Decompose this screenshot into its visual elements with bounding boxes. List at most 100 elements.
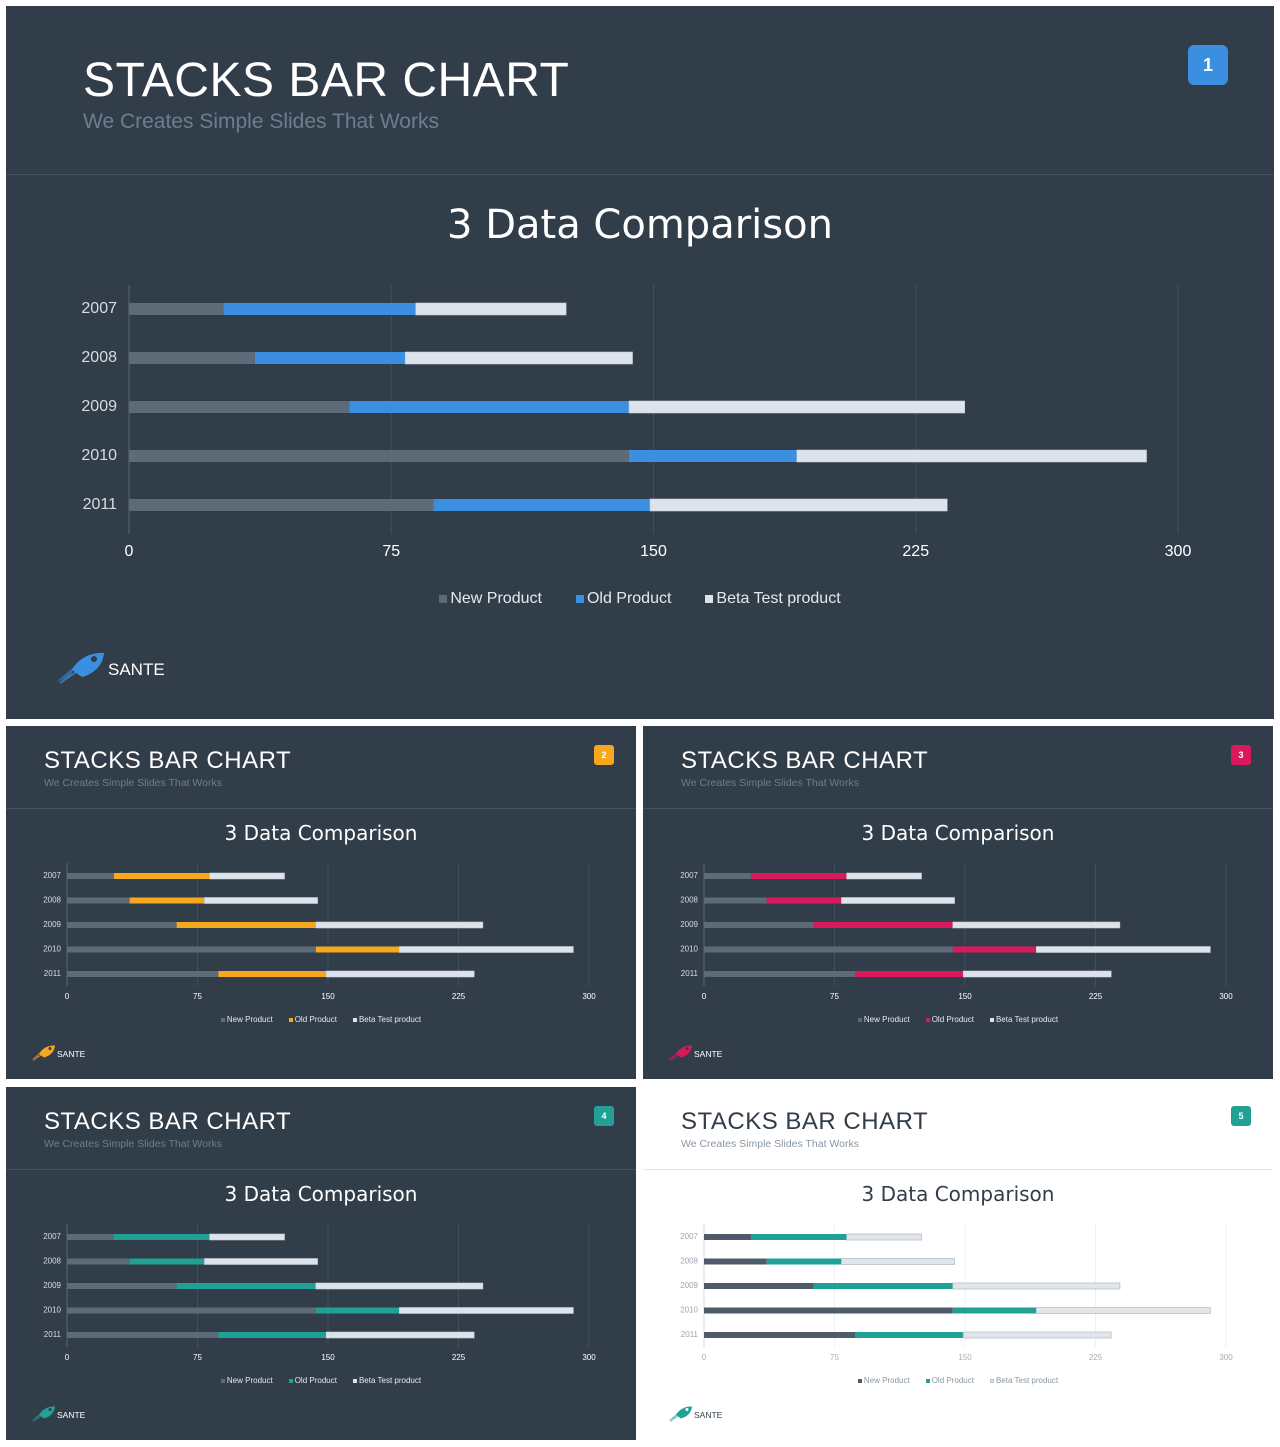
bar-segment-beta-test-product	[415, 302, 567, 316]
bar-segment-old-product	[129, 897, 205, 904]
header-divider	[6, 808, 636, 809]
legend-item-old-product: Old Product	[925, 1376, 974, 1385]
bar-segment-beta-test-product	[1035, 1307, 1211, 1314]
bar-segment-old-product	[855, 1332, 964, 1338]
legend-item-old-product: Old Product	[288, 1376, 337, 1385]
legend-label: Old Product	[586, 590, 672, 607]
stacked-bar-chart: 0 75 150 225 300 2007 2008 2009 2010 2011	[43, 863, 596, 1001]
x-tick-label: 225	[1089, 992, 1103, 1001]
y-category-label: 2011	[681, 1330, 699, 1339]
slide-number-badge: 1	[1188, 45, 1228, 85]
legend-swatch	[220, 1017, 225, 1022]
slide-number-badge: 2	[594, 745, 614, 765]
legend-item-new-product: New Product	[220, 1376, 273, 1385]
bar-segment-new-product	[704, 1332, 856, 1338]
y-category-label: 2011	[681, 969, 699, 978]
legend-swatch	[352, 1017, 357, 1022]
x-tick-label: 150	[321, 1353, 335, 1362]
bar-segment-new-product	[704, 1234, 751, 1240]
y-category-label: 2007	[43, 1232, 61, 1241]
slide-subtitle: We Creates Simple Slides That Works	[44, 1138, 222, 1150]
logo-text: SANTE	[694, 1410, 723, 1420]
stacked-bar-chart: 0 75 150 225 300 2007 2008 2009 2010 2011	[81, 285, 1191, 560]
legend-label: Old Product	[294, 1015, 337, 1024]
legend-label: Beta Test product	[358, 1015, 422, 1024]
x-tick-label: 75	[193, 992, 202, 1001]
y-category-label: 2007	[680, 1232, 698, 1241]
rocket-icon	[31, 1406, 55, 1422]
slide-title: STACKS BAR CHART	[83, 54, 570, 107]
legend-swatch	[857, 1017, 862, 1022]
y-category-label: 2009	[43, 1281, 61, 1290]
bar-segment-beta-test-product	[846, 1233, 922, 1241]
bar-segment-old-product	[855, 971, 964, 977]
bar-segment-beta-test-product	[404, 351, 633, 365]
legend-item-beta-test-product: Beta Test product	[352, 1015, 422, 1024]
bar-segment-new-product	[704, 922, 814, 928]
x-tick-label: 75	[830, 1353, 839, 1362]
bar-segment-old-product	[813, 922, 953, 928]
slide-subtitle: We Creates Simple Slides That Works	[681, 777, 859, 789]
rocket-icon	[31, 1045, 55, 1061]
bar-segment-old-product	[176, 922, 316, 928]
bar-segment-new-product	[67, 1234, 114, 1240]
bar-segment-beta-test-product	[962, 970, 1112, 978]
bar-segment-new-product	[704, 946, 953, 953]
bar-segment-new-product	[67, 1307, 316, 1314]
legend-label: Beta Test product	[358, 1376, 422, 1385]
legend-label: New Product	[863, 1015, 910, 1024]
bar-segment-beta-test-product	[315, 1282, 484, 1290]
x-tick-label: 300	[1219, 992, 1233, 1001]
chart-title: 3 Data Comparison	[224, 1182, 418, 1206]
bar-segment-old-product	[218, 1332, 327, 1338]
bar-segment-old-product	[952, 1307, 1037, 1314]
legend-label: New Product	[450, 590, 542, 607]
bar-segment-new-product	[67, 897, 130, 904]
slide-subtitle: We Creates Simple Slides That Works	[681, 1138, 859, 1150]
y-category-label: 2010	[43, 1306, 61, 1315]
x-tick-label: 150	[958, 992, 972, 1001]
bar-segment-new-product	[704, 1307, 953, 1314]
legend-label: Beta Test product	[995, 1376, 1059, 1385]
bar-segment-new-product	[129, 303, 224, 315]
chart-legend: New Product Old Product Beta Test produc…	[6, 1015, 636, 1024]
x-tick-label: 0	[65, 992, 70, 1001]
bar-segment-new-product	[67, 946, 316, 953]
logo-text: SANTE	[57, 1049, 86, 1059]
bar-segment-old-product	[315, 946, 400, 953]
legend-item-old-product: Old Product	[925, 1015, 974, 1024]
legend-swatch	[925, 1017, 930, 1022]
bar-segment-old-product	[766, 897, 842, 904]
stacked-bar-chart: 0 75 150 225 300 2007 2008 2009 2010 2011	[680, 1224, 1233, 1362]
y-category-label: 2008	[81, 349, 117, 366]
slide-title: STACKS BAR CHART	[44, 1108, 292, 1135]
bar-segment-old-product	[315, 1307, 400, 1314]
y-category-label: 2009	[43, 920, 61, 929]
bar-segment-new-product	[704, 1258, 767, 1265]
bar-segment-old-product	[750, 1234, 847, 1240]
header-divider	[643, 1169, 1273, 1170]
bar-segment-beta-test-product	[846, 872, 922, 880]
y-category-label: 2011	[44, 1330, 62, 1339]
bar-segment-new-product	[704, 1283, 814, 1289]
chart-legend: New Product Old Product Beta Test produc…	[643, 1015, 1273, 1024]
chart-title: 3 Data Comparison	[224, 821, 418, 845]
bar-segment-new-product	[67, 1332, 219, 1338]
bar-segment-new-product	[67, 1258, 130, 1265]
bar-segment-beta-test-product	[325, 970, 475, 978]
bar-segment-old-product	[254, 352, 406, 364]
slide-5: STACKS BAR CHART We Creates Simple Slide…	[643, 1087, 1273, 1440]
bar-segment-new-product	[67, 971, 219, 977]
legend-swatch	[288, 1378, 293, 1383]
chart-title: 3 Data Comparison	[447, 202, 833, 248]
bar-segment-new-product	[129, 499, 434, 511]
slide-subtitle: We Creates Simple Slides That Works	[44, 777, 222, 789]
bar-segment-old-product	[176, 1283, 316, 1289]
legend-label: New Product	[226, 1015, 273, 1024]
bar-segment-new-product	[67, 1283, 177, 1289]
legend-item-old-product: Old Product	[575, 590, 672, 608]
header-divider	[6, 1169, 636, 1170]
x-tick-label: 75	[830, 992, 839, 1001]
bar-segment-old-product	[813, 1283, 953, 1289]
y-category-label: 2007	[43, 871, 61, 880]
